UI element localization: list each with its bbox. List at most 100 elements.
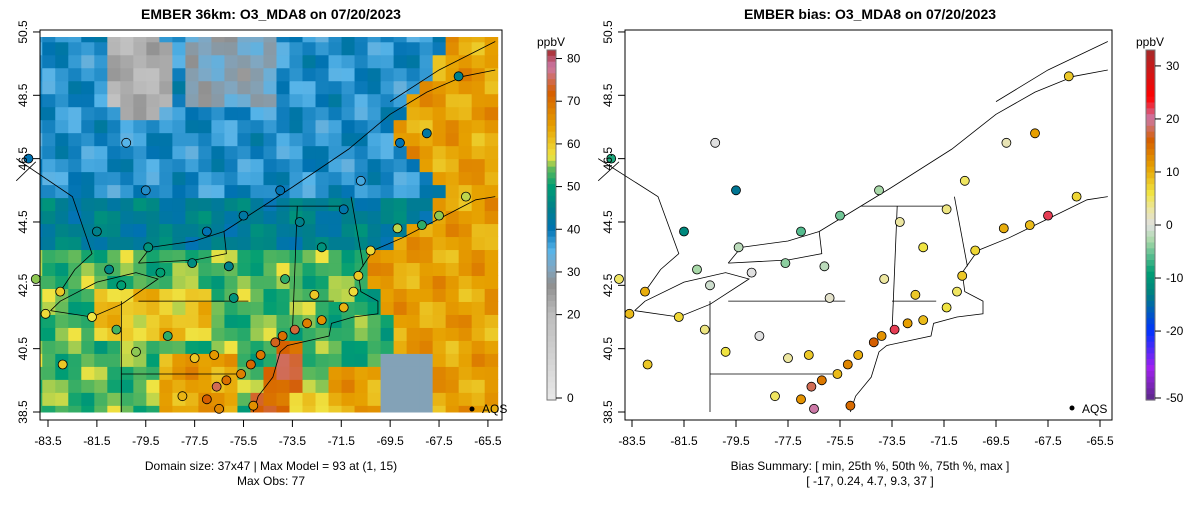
model-grid-cell <box>367 366 382 380</box>
model-grid-cell <box>419 392 434 406</box>
colorbar-swatch <box>1146 73 1155 80</box>
model-grid-cell <box>250 210 264 225</box>
model-grid-cell <box>250 327 264 341</box>
colorbar-swatch <box>547 271 556 279</box>
model-grid-cell <box>419 340 434 354</box>
model-grid-cell <box>393 249 408 264</box>
model-grid-cell <box>224 41 238 56</box>
station-marker <box>417 220 427 231</box>
model-grid-cell <box>42 340 56 354</box>
model-grid-cell <box>42 93 56 108</box>
model-grid-cell <box>120 158 134 173</box>
model-grid-cell <box>484 197 499 212</box>
model-grid-cell <box>120 223 134 238</box>
model-grid-cell <box>198 119 212 134</box>
model-grid-cell <box>302 41 317 56</box>
model-grid-cell <box>68 37 82 43</box>
model-grid-cell <box>302 379 317 393</box>
model-grid-cell <box>393 340 408 354</box>
model-grid-cell <box>367 132 382 147</box>
lat-axis: 38.5 40.5 42.5 44.5 46.5 48.5 50.5 <box>16 20 40 424</box>
model-grid-cell <box>302 119 317 134</box>
model-grid-cell <box>40 106 43 121</box>
model-grid-cell <box>263 54 277 69</box>
model-grid-cell <box>354 340 369 354</box>
model-grid-cell <box>94 119 108 134</box>
model-grid-cell <box>42 275 56 289</box>
model-grid-cell <box>406 67 421 82</box>
model-grid-cell <box>471 353 486 367</box>
model-grid-cell <box>445 314 460 328</box>
model-grid-cell <box>55 132 69 147</box>
model-grid-cell <box>172 184 186 199</box>
station-marker <box>353 270 364 281</box>
model-grid-cell <box>211 197 225 212</box>
model-grid-cell <box>276 80 290 95</box>
model-grid-cell <box>224 54 238 69</box>
model-grid-cell <box>185 392 199 406</box>
model-grid-cell <box>315 145 330 160</box>
model-grid-cell <box>94 210 108 225</box>
model-grid-cell <box>133 223 147 238</box>
model-grid-cell <box>471 288 486 302</box>
model-grid-cell <box>107 379 121 393</box>
model-grid-cell <box>107 353 121 367</box>
model-grid-cell <box>146 93 160 108</box>
model-grid-cell <box>328 67 343 82</box>
model-grid-cell <box>224 106 238 121</box>
station-marker <box>316 242 327 253</box>
model-grid-cell <box>302 262 317 277</box>
model-grid-cell <box>341 392 356 406</box>
model-grid-cell <box>146 327 160 341</box>
model-grid-cell <box>133 132 147 147</box>
model-grid-cell <box>55 249 69 264</box>
model-grid-cell <box>289 249 304 264</box>
model-grid-cell <box>55 379 69 393</box>
model-grid-cell <box>367 119 382 134</box>
model-grid-cell <box>81 184 95 199</box>
model-grid-cell <box>133 171 147 186</box>
model-grid-cell <box>120 119 134 134</box>
model-grid-cell <box>471 93 486 108</box>
station-bias-marker <box>1071 191 1082 202</box>
model-grid-cell <box>419 37 434 43</box>
model-grid-cell <box>120 210 134 225</box>
model-grid-cell <box>276 132 290 147</box>
model-map-title: EMBER 36km: O3_MDA8 on 07/20/2023 <box>141 6 401 22</box>
model-grid-cell <box>198 340 212 354</box>
model-grid-cell <box>55 93 69 108</box>
model-grid-cell <box>328 132 343 147</box>
model-grid-cell <box>289 158 304 173</box>
lon-tick-label: -81.5 <box>83 434 111 448</box>
model-grid-cell <box>328 288 343 302</box>
aqs-legend-label: AQS <box>482 402 507 416</box>
model-grid-cell <box>68 327 82 341</box>
model-grid-cell <box>302 366 317 380</box>
model-grid-cell <box>471 249 486 264</box>
station-bias-marker <box>941 204 952 215</box>
model-grid-cell <box>419 93 434 108</box>
model-grid-cell <box>172 54 186 69</box>
model-grid-cell <box>42 210 56 225</box>
model-grid-cell <box>81 392 95 406</box>
boundary-line <box>389 41 496 102</box>
model-grid-cell <box>237 132 251 147</box>
colorbar-swatch <box>547 143 556 150</box>
station-marker <box>57 359 68 370</box>
model-grid-cell <box>224 223 238 238</box>
station-marker <box>30 274 41 284</box>
model-grid-cell <box>185 37 199 43</box>
model-grid-cell <box>172 275 186 289</box>
model-grid-cell <box>42 106 56 121</box>
model-grid-cell <box>159 301 173 315</box>
model-grid-cell <box>406 106 421 121</box>
model-grid-cell <box>224 184 238 199</box>
model-grid-cell <box>55 171 69 186</box>
station-bias-marker <box>842 359 853 370</box>
model-grid-cell <box>315 80 330 95</box>
model-grid-cell <box>341 41 356 56</box>
model-grid-cell <box>315 37 330 43</box>
model-grid-cell <box>263 236 277 251</box>
model-grid-cell <box>237 106 251 121</box>
model-grid-cell <box>146 54 160 69</box>
